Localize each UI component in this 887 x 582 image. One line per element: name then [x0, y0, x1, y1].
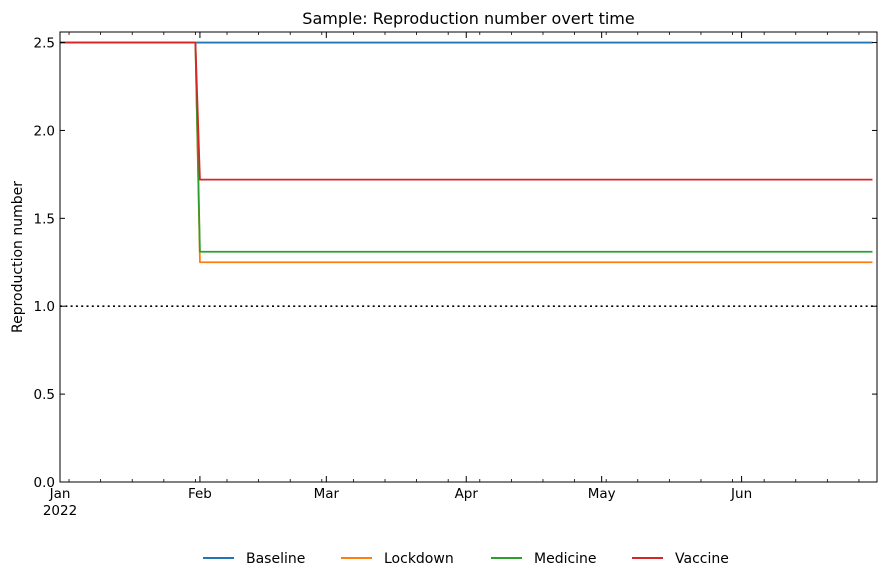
y-axis-label: Reproduction number: [10, 181, 26, 333]
legend-label: Baseline: [246, 551, 305, 567]
series-line-lockdown: [60, 41, 873, 264]
y-tick-label: 1.5: [34, 211, 55, 227]
x-tick-label: Feb: [188, 486, 212, 502]
x-tick-sublabel: 2022: [43, 503, 77, 519]
y-tick-label: 2.0: [34, 123, 55, 139]
series-line-vaccine: [60, 41, 873, 181]
plot-frame: [59, 31, 878, 483]
series-line-medicine: [60, 41, 873, 253]
legend-label: Lockdown: [384, 551, 454, 567]
legend-label: Vaccine: [675, 551, 729, 567]
y-tick-label: 0.0: [34, 475, 55, 491]
x-tick-label: Apr: [455, 486, 479, 502]
legend: Baseline Lockdown Medicine Vaccine: [203, 551, 729, 567]
x-tick-label: Jun: [730, 486, 752, 502]
x-tick-label: May: [588, 486, 616, 502]
y-tick-label: 2.5: [34, 36, 55, 52]
x-tick-label: Mar: [314, 486, 340, 502]
y-tick-label: 0.5: [34, 387, 55, 403]
chart-title: Sample: Reproduction number overt time: [302, 9, 634, 28]
legend-label: Medicine: [534, 551, 597, 567]
x-tick-label: Jan: [49, 486, 71, 502]
y-tick-label: 1.0: [34, 299, 55, 315]
